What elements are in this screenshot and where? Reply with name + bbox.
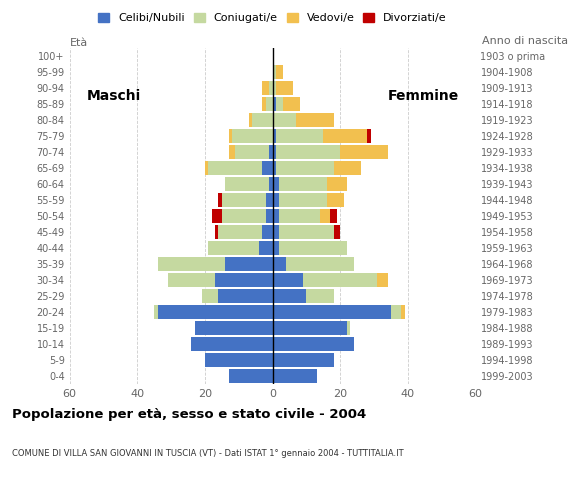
Bar	[273, 97, 276, 111]
Bar	[229, 145, 235, 159]
Bar	[273, 209, 280, 223]
Bar	[158, 305, 273, 319]
Bar	[168, 273, 215, 287]
Bar	[225, 177, 269, 191]
Bar	[273, 161, 276, 175]
Text: COMUNE DI VILLA SAN GIOVANNI IN TUSCIA (VT) - Dati ISTAT 1° gennaio 2004 - TUTTI: COMUNE DI VILLA SAN GIOVANNI IN TUSCIA (…	[12, 449, 403, 458]
Bar	[269, 81, 273, 95]
Bar	[367, 129, 371, 143]
Bar	[219, 289, 273, 303]
Bar	[191, 337, 273, 351]
Bar	[212, 209, 222, 223]
Text: Popolazione per età, sesso e stato civile - 2004: Popolazione per età, sesso e stato civil…	[12, 408, 366, 420]
Bar	[273, 81, 276, 95]
Bar	[205, 353, 273, 367]
Bar	[286, 257, 354, 271]
Bar	[273, 129, 276, 143]
Bar	[215, 225, 219, 239]
Bar	[229, 129, 232, 143]
Bar	[222, 193, 266, 207]
Bar	[273, 273, 303, 287]
Bar	[235, 145, 269, 159]
Bar	[334, 225, 340, 239]
Bar	[273, 177, 280, 191]
Bar	[266, 97, 273, 111]
Bar	[266, 209, 273, 223]
Legend: Celibi/Nubili, Coniugati/e, Vedovi/e, Divorziati/e: Celibi/Nubili, Coniugati/e, Vedovi/e, Di…	[98, 13, 447, 24]
Bar	[327, 177, 347, 191]
Bar	[219, 225, 263, 239]
Bar	[263, 225, 273, 239]
Bar	[273, 193, 280, 207]
Bar	[263, 81, 269, 95]
Bar	[273, 225, 280, 239]
Bar	[276, 145, 340, 159]
Bar	[330, 209, 337, 223]
Bar	[215, 273, 273, 287]
Bar	[154, 305, 158, 319]
Bar	[306, 289, 333, 303]
Bar	[273, 337, 354, 351]
Bar	[195, 321, 273, 335]
Bar	[232, 129, 273, 143]
Bar	[276, 161, 334, 175]
Bar	[334, 161, 361, 175]
Bar	[340, 145, 387, 159]
Bar	[327, 193, 343, 207]
Bar	[296, 113, 333, 127]
Bar	[222, 209, 266, 223]
Bar	[273, 65, 276, 79]
Bar	[276, 81, 293, 95]
Text: Anno di nascita: Anno di nascita	[483, 36, 568, 46]
Bar	[269, 177, 273, 191]
Bar	[229, 369, 273, 383]
Bar	[273, 257, 286, 271]
Bar	[202, 289, 219, 303]
Bar	[280, 177, 327, 191]
Text: Maschi: Maschi	[86, 89, 141, 103]
Bar	[263, 97, 266, 111]
Bar	[303, 273, 378, 287]
Bar	[273, 113, 296, 127]
Bar	[276, 97, 283, 111]
Bar	[347, 321, 350, 335]
Bar	[273, 145, 276, 159]
Bar	[280, 193, 327, 207]
Bar	[158, 257, 225, 271]
Bar	[324, 129, 367, 143]
Bar	[249, 113, 252, 127]
Bar	[266, 193, 273, 207]
Text: Femmine: Femmine	[387, 89, 459, 103]
Bar	[280, 241, 347, 255]
Bar	[219, 193, 222, 207]
Bar	[320, 209, 330, 223]
Bar	[269, 145, 273, 159]
Bar	[378, 273, 387, 287]
Bar	[276, 129, 324, 143]
Bar	[273, 289, 306, 303]
Bar	[252, 113, 273, 127]
Bar	[391, 305, 401, 319]
Bar	[273, 353, 333, 367]
Bar	[208, 241, 259, 255]
Bar	[276, 65, 283, 79]
Bar	[205, 161, 208, 175]
Bar	[280, 225, 334, 239]
Bar	[273, 369, 317, 383]
Bar	[259, 241, 273, 255]
Bar	[208, 161, 263, 175]
Bar	[280, 209, 320, 223]
Text: Età: Età	[70, 38, 88, 48]
Bar	[263, 161, 273, 175]
Bar	[273, 321, 347, 335]
Bar	[273, 241, 280, 255]
Bar	[401, 305, 405, 319]
Bar	[273, 305, 391, 319]
Bar	[283, 97, 300, 111]
Bar	[225, 257, 273, 271]
